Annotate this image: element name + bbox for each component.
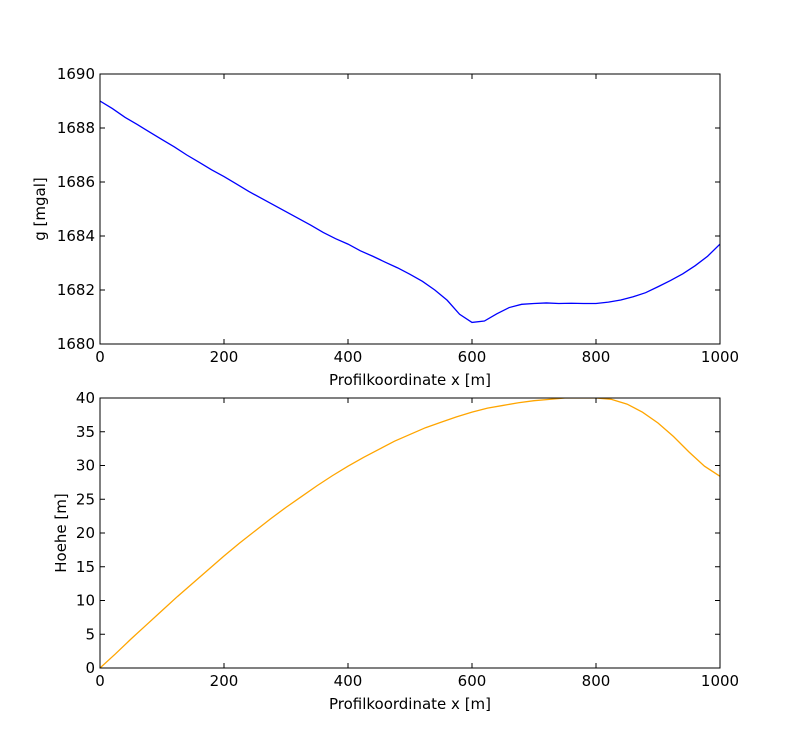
x-tick-label: 600 [458,348,487,366]
x-tick-label: 200 [210,348,239,366]
y-tick-label: 40 [76,389,95,407]
y-tick-label: 35 [76,423,95,441]
y-tick-label: 1688 [57,119,95,137]
series-line-2-1 [100,398,720,668]
y-tick-label: 1690 [57,65,95,83]
subplot-2: 0 200 400 600 800 1000 0 5 10 15 20 25 30 35 40 Profilk… [52,389,739,713]
y-tick-label: 30 [76,457,95,475]
x-tick-label: 400 [334,672,363,690]
plot-frame [99,73,721,345]
y-axis-label: g [mgal] [31,177,49,241]
plot-frame [99,397,721,669]
x-tick-label: 800 [582,672,611,690]
x-tick-label: 1000 [701,672,739,690]
x-tick-label: 1000 [701,348,739,366]
x-tick-label: 800 [582,348,611,366]
y-tick-label: 1680 [57,335,95,353]
y-tick-label: 15 [76,558,95,576]
series-line-1-1 [100,100,720,324]
y-tick-label: 0 [85,659,95,677]
x-axis-label: Profilkoordinate x [m] [329,371,491,389]
y-tick-label: 5 [85,625,95,643]
y-tick-label: 1682 [57,281,95,299]
y-tick-label: 10 [76,592,95,610]
x-tick-label: 400 [334,348,363,366]
y-tick-label: 1684 [57,227,95,245]
y-tick-label: 20 [76,524,95,542]
x-tick-label: 0 [95,348,105,366]
x-tick-label: 600 [458,672,487,690]
x-axis-label: Profilkoordinate x [m] [329,695,491,713]
x-tick-label: 0 [95,672,105,690]
subplot-1: 0 200 400 600 800 1000 1680 1682 1684 1686 1688 169… [31,65,739,389]
y-tick-label: 25 [76,490,95,508]
y-tick-label: 1686 [57,173,95,191]
y-axis-label: Hoehe [m] [52,493,70,573]
x-tick-label: 200 [210,672,239,690]
